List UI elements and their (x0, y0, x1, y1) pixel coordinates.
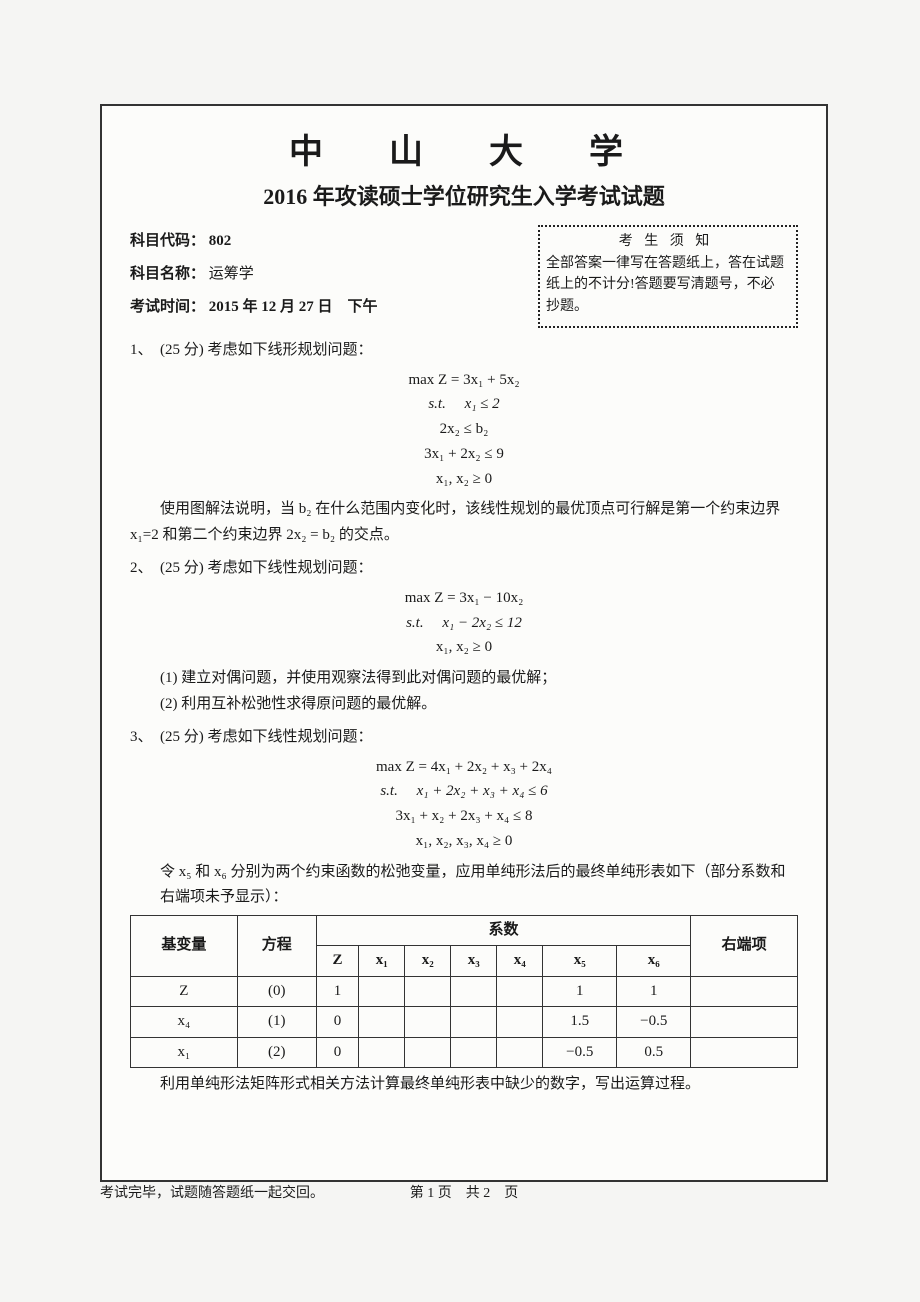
question-1: 1、 (25 分) 考虑如下线形规划问题： max Z = 3x₁ + 5x₂ … (130, 338, 798, 548)
notice-title: 考 生 须 知 (546, 231, 786, 253)
table-row: x₁ (2) 0 −0.5 0.5 (131, 1037, 798, 1068)
q1-head: 1、 (25 分) 考虑如下线形规划问题： (130, 338, 798, 364)
cell-basic: Z (131, 976, 238, 1007)
page-footer: 考试完毕，试题随答题纸一起交回。 第 1 页 共 2 页 (100, 1178, 828, 1202)
th-coef: 系数 (316, 915, 690, 946)
cell-eq: (1) (237, 1007, 316, 1038)
cell-x3 (451, 976, 497, 1007)
q2-f2: s.t. x₁ − 2x₂ ≤ 12 (130, 611, 798, 636)
cell-eq: (0) (237, 976, 316, 1007)
simplex-table: 基变量 方程 系数 右端项 Z x₁ x₂ x₃ x₄ x₅ x₆ Z (0) (130, 915, 798, 1069)
cell-x4 (497, 1037, 543, 1068)
table-row: x₄ (1) 0 1.5 −0.5 (131, 1007, 798, 1038)
cell-x3 (451, 1037, 497, 1068)
q2-sub1: (1) 建立对偶问题，并使用观察法得到此对偶问题的最优解； (160, 666, 798, 692)
cell-x5: −0.5 (543, 1037, 617, 1068)
cell-x5: 1 (543, 976, 617, 1007)
th-rhs: 右端项 (691, 915, 798, 976)
subject-code-line: 科目代码： 802 (130, 229, 378, 250)
cell-basic: x₄ (131, 1007, 238, 1038)
th-x1: x₁ (359, 946, 405, 977)
cell-rhs (691, 1037, 798, 1068)
q3-f3: 3x₁ + x₂ + 2x₃ + x₄ ≤ 8 (130, 804, 798, 829)
cell-x4 (497, 1007, 543, 1038)
q1-text: 使用图解法说明，当 b₂ 在什么范围内变化时，该线性规划的最优顶点可行解是第一个… (130, 497, 798, 548)
table-header-row-1: 基变量 方程 系数 右端项 (131, 915, 798, 946)
footer-left: 考试完毕，试题随答题纸一起交回。 (100, 1182, 410, 1202)
th-x3: x₃ (451, 946, 497, 977)
name-label: 科目名称： (130, 266, 205, 282)
q2-f1: max Z = 3x₁ − 10x₂ (130, 586, 798, 611)
question-2: 2、 (25 分) 考虑如下线性规划问题： max Z = 3x₁ − 10x₂… (130, 556, 798, 717)
cell-eq: (2) (237, 1037, 316, 1068)
notice-box: 考 生 须 知 全部答案一律写在答题纸上，答在试题纸上的不计分!答题要写清题号，… (538, 225, 798, 328)
notice-body: 全部答案一律写在答题纸上，答在试题纸上的不计分!答题要写清题号，不必抄题。 (546, 253, 786, 318)
q1-f2: s.t. x₁ ≤ 2 (130, 392, 798, 417)
exam-time-line: 考试时间： 2015 年 12 月 27 日 下午 (130, 295, 378, 316)
cell-x3 (451, 1007, 497, 1038)
cell-x6: 1 (617, 976, 691, 1007)
q1-f4: 3x₁ + 2x₂ ≤ 9 (130, 442, 798, 467)
cell-rhs (691, 1007, 798, 1038)
q3-formula: max Z = 4x₁ + 2x₂ + x₃ + 2x₄ s.t. x₁ + 2… (130, 755, 798, 854)
time-value: 2015 年 12 月 27 日 下午 (209, 299, 378, 315)
th-x2: x₂ (405, 946, 451, 977)
cell-x1 (359, 976, 405, 1007)
q3-f2: s.t. x₁ + 2x₂ + x₃ + x₄ ≤ 6 (130, 779, 798, 804)
q3-pretable: 令 x₅ 和 x₆ 分别为两个约束函数的松弛变量，应用单纯形法后的最终单纯形表如… (160, 860, 798, 911)
q1-formula: max Z = 3x₁ + 5x₂ s.t. x₁ ≤ 2 2x₂ ≤ b₂ 3… (130, 368, 798, 492)
table-row: Z (0) 1 1 1 (131, 976, 798, 1007)
exam-title: 2016 年攻读硕士学位研究生入学考试试题 (130, 179, 798, 211)
cell-rhs (691, 976, 798, 1007)
cell-Z: 0 (316, 1007, 358, 1038)
th-basic: 基变量 (131, 915, 238, 976)
cell-x2 (405, 1037, 451, 1068)
th-x4: x₄ (497, 946, 543, 977)
q1-f1: max Z = 3x₁ + 5x₂ (130, 368, 798, 393)
footer-center: 第 1 页 共 2 页 (410, 1182, 519, 1202)
university-name: 中 山 大 学 (130, 124, 798, 173)
q3-after: 利用单纯形法矩阵形式相关方法计算最终单纯形表中缺少的数字，写出运算过程。 (130, 1072, 798, 1098)
cell-x1 (359, 1037, 405, 1068)
cell-x6: 0.5 (617, 1037, 691, 1068)
q2-formula: max Z = 3x₁ − 10x₂ s.t. x₁ − 2x₂ ≤ 12 x₁… (130, 586, 798, 660)
cell-x2 (405, 976, 451, 1007)
name-value: 运筹学 (209, 266, 254, 282)
cell-x6: −0.5 (617, 1007, 691, 1038)
th-x6: x₆ (617, 946, 691, 977)
th-x5: x₅ (543, 946, 617, 977)
cell-Z: 0 (316, 1037, 358, 1068)
header-left: 科目代码： 802 科目名称： 运筹学 考试时间： 2015 年 12 月 27… (130, 225, 378, 328)
q2-head: 2、 (25 分) 考虑如下线性规划问题： (130, 556, 798, 582)
q1-f3: 2x₂ ≤ b₂ (130, 417, 798, 442)
cell-Z: 1 (316, 976, 358, 1007)
cell-x4 (497, 976, 543, 1007)
exam-page: 中 山 大 学 2016 年攻读硕士学位研究生入学考试试题 科目代码： 802 … (100, 104, 828, 1182)
q3-f4: x₁, x₂, x₃, x₄ ≥ 0 (130, 829, 798, 854)
cell-basic: x₁ (131, 1037, 238, 1068)
time-label: 考试时间： (130, 299, 205, 315)
code-value: 802 (209, 233, 232, 249)
cell-x1 (359, 1007, 405, 1038)
q3-head: 3、 (25 分) 考虑如下线性规划问题： (130, 725, 798, 751)
code-label: 科目代码： (130, 233, 205, 249)
q2-sub2: (2) 利用互补松弛性求得原问题的最优解。 (160, 692, 798, 718)
th-Z: Z (316, 946, 358, 977)
body-area: 1、 (25 分) 考虑如下线形规划问题： max Z = 3x₁ + 5x₂ … (130, 338, 798, 1098)
q1-f5: x₁, x₂ ≥ 0 (130, 467, 798, 492)
footer-right (518, 1182, 828, 1202)
q2-f3: x₁, x₂ ≥ 0 (130, 635, 798, 660)
cell-x2 (405, 1007, 451, 1038)
question-3: 3、 (25 分) 考虑如下线性规划问题： max Z = 4x₁ + 2x₂ … (130, 725, 798, 1098)
th-eq: 方程 (237, 915, 316, 976)
subject-name-line: 科目名称： 运筹学 (130, 262, 378, 283)
header-row: 科目代码： 802 科目名称： 运筹学 考试时间： 2015 年 12 月 27… (130, 225, 798, 328)
cell-x5: 1.5 (543, 1007, 617, 1038)
q3-f1: max Z = 4x₁ + 2x₂ + x₃ + 2x₄ (130, 755, 798, 780)
